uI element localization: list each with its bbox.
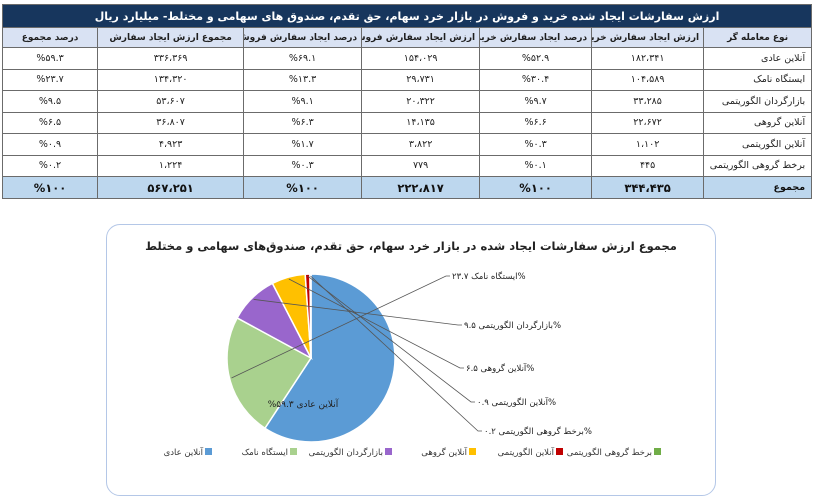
legend-label: ایستگاه نامک <box>242 447 288 458</box>
table-cell: ۱۴،۱۳۵ <box>361 111 481 134</box>
table-cell: ۳۳،۲۸۵ <box>591 90 705 113</box>
table-title: ارزش سفارشات ایجاد شده خرید و فروش در با… <box>1 4 813 28</box>
table-cell: ۱۵۴،۰۲۹ <box>361 47 481 70</box>
table-cell: %۹.۱ <box>243 90 363 113</box>
pie-chart: آنلاین عادی ۵۹.۳% ایستگاه نامک ۲۳.۷% بازار… <box>164 271 661 458</box>
table-cell: آنلاین عادی <box>703 47 813 70</box>
table-cell: %۲۳.۷ <box>1 68 99 91</box>
table-cell: ۳۳۶،۳۶۹ <box>97 47 245 70</box>
total-cell: ۵۶۷،۲۵۱ <box>97 176 245 199</box>
table-cell: ۴،۹۲۳ <box>97 133 245 156</box>
table-cell: ۱۸۲،۳۴۱ <box>591 47 705 70</box>
legend-label: آنلاین گروهی <box>421 446 467 458</box>
table-cell: ایستگاه نامک <box>703 68 813 91</box>
total-cell: ۲۲۲،۸۱۷ <box>361 176 481 199</box>
table-header-row: نوع معامله گر ارزش ایجاد سفارش خرید درصد… <box>1 27 813 48</box>
leader-line <box>253 299 462 326</box>
pie-slice <box>226 316 313 430</box>
leader-line <box>307 275 475 403</box>
table-row: آنلاین الگوریتمی ۱،۱۰۲ %۰.۳ ۳،۸۲۲ %۱.۷ ۴… <box>1 133 813 156</box>
column-header: نوع معامله گر <box>703 27 813 48</box>
column-header: درصد ایجاد سفارش خرید <box>479 27 593 48</box>
table-cell: %۰.۳ <box>479 133 593 156</box>
data-label: ایستگاه نامک ۲۳.۷% <box>452 271 526 282</box>
table-row: بازارگردان الگوریتمی ۳۳،۲۸۵ %۹.۷ ۲۰،۳۲۲ … <box>1 90 813 113</box>
orders-table: ارزش سفارشات ایجاد شده خرید و فروش در با… <box>1 4 813 199</box>
table-cell: ۱۰۴،۵۸۹ <box>591 68 705 91</box>
legend-swatch <box>556 448 563 455</box>
table-cell: ۱،۲۲۴ <box>97 154 245 177</box>
total-cell: ۳۴۴،۴۳۵ <box>591 176 705 199</box>
legend-swatch <box>290 448 297 455</box>
leader-line <box>231 275 450 379</box>
table-cell: ۱،۱۰۲ <box>591 133 705 156</box>
table-cell: ۷۷۹ <box>361 154 481 177</box>
table-cell: %۶.۳ <box>243 111 363 134</box>
column-header: ارزش ایجاد سفارش خرید <box>591 27 705 48</box>
total-cell: %۱۰۰ <box>243 176 363 199</box>
table-cell: %۰.۹ <box>1 133 99 156</box>
table-cell: ۲۹،۷۳۱ <box>361 68 481 91</box>
orders-table-container: ارزش سفارشات ایجاد شده خرید و فروش در با… <box>1 4 813 199</box>
table-row: برخط گروهی الگوریتمی ۴۴۵ %۰.۱ ۷۷۹ %۰.۳ ۱… <box>1 154 813 177</box>
table-cell: آنلاین گروهی <box>703 111 813 134</box>
table-cell: آنلاین الگوریتمی <box>703 133 813 156</box>
total-cell: %۱۰۰ <box>479 176 593 199</box>
legend-label: آنلاین الگوریتمی <box>498 446 555 458</box>
table-row: ایستگاه نامک ۱۰۴،۵۸۹ %۳۰.۴ ۲۹،۷۳۱ %۱۳.۳ … <box>1 68 813 91</box>
table-cell: ۱۳۴،۳۲۰ <box>97 68 245 91</box>
legend-swatch <box>205 448 212 455</box>
column-header: مجموع ارزش ایجاد سفارش <box>97 27 245 48</box>
table-cell: ۳۶،۸۰۷ <box>97 111 245 134</box>
pie-slice <box>309 273 312 359</box>
table-cell: ۳،۸۲۲ <box>361 133 481 156</box>
table-title-row: ارزش سفارشات ایجاد شده خرید و فروش در با… <box>1 4 813 28</box>
table-cell: %۰.۳ <box>243 154 363 177</box>
total-cell: %۱۰۰ <box>1 176 99 199</box>
table-cell: %۹.۵ <box>1 90 99 113</box>
table-cell: %۱.۷ <box>243 133 363 156</box>
table-cell: %۱۳.۳ <box>243 68 363 91</box>
table-row: آنلاین عادی ۱۸۲،۳۴۱ %۵۲.۹ ۱۵۴،۰۲۹ %۶۹.۱ … <box>1 47 813 70</box>
table-cell: برخط گروهی الگوریتمی <box>703 154 813 177</box>
data-label: برخط گروهی الگوریتمی ۰.۲% <box>484 426 592 437</box>
table-cell: بازارگردان الگوریتمی <box>703 90 813 113</box>
legend-label: برخط گروهی الگوریتمی <box>567 447 652 458</box>
table-cell: %۶۹.۱ <box>243 47 363 70</box>
column-header: درصد مجموع <box>1 27 99 48</box>
chart-title: مجموع ارزش سفارشات ایجاد شده در بازار خر… <box>145 239 677 253</box>
legend-swatch <box>654 448 661 455</box>
table-cell: ۴۴۵ <box>591 154 705 177</box>
column-header: ارزش ایجاد سفارش فروش <box>361 27 481 48</box>
legend-swatch <box>469 448 476 455</box>
table-cell: %۰.۱ <box>479 154 593 177</box>
data-label: بازارگردان الگوریتمی ۹.۵% <box>464 320 561 331</box>
table-cell: ۲۲،۶۷۲ <box>591 111 705 134</box>
legend-label: آنلاین عادی <box>164 446 204 458</box>
table-cell: %۳۰.۴ <box>479 68 593 91</box>
leader-line <box>310 275 482 432</box>
legend-swatch <box>385 448 392 455</box>
table-cell: %۰.۲ <box>1 154 99 177</box>
table-cell: %۵۲.۹ <box>479 47 593 70</box>
legend-label: بازارگردان الگوریتمی <box>309 447 383 458</box>
data-label: آنلاین الگوریتمی ۰.۹% <box>477 396 556 408</box>
table-total-row: مجموع ۳۴۴،۴۳۵ %۱۰۰ ۲۲۲،۸۱۷ %۱۰۰ ۵۶۷،۲۵۱ … <box>1 176 813 199</box>
table-cell: %۵۹.۳ <box>1 47 99 70</box>
table-cell: ۲۰،۳۲۲ <box>361 90 481 113</box>
pie-chart-panel: مجموع ارزش سفارشات ایجاد شده در بازار خر… <box>106 224 716 496</box>
table-cell: ۵۳،۶۰۷ <box>97 90 245 113</box>
column-header: درصد ایجاد سفارش فروش <box>243 27 363 48</box>
table-cell: %۹.۷ <box>479 90 593 113</box>
data-label: آنلاین گروهی ۶.۵% <box>466 362 534 374</box>
table-cell: %۶.۶ <box>479 111 593 134</box>
data-label: آنلاین عادی ۵۹.۳% <box>268 398 339 410</box>
table-row: آنلاین گروهی ۲۲،۶۷۲ %۶.۶ ۱۴،۱۳۵ %۶.۳ ۳۶،… <box>1 111 813 134</box>
table-cell: %۶.۵ <box>1 111 99 134</box>
total-label: مجموع <box>703 176 813 199</box>
